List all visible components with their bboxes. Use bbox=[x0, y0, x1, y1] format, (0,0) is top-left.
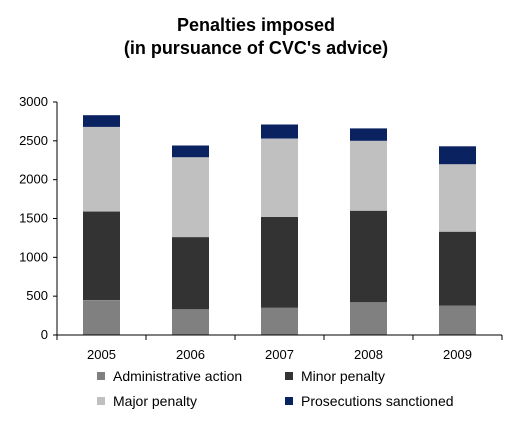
x-tick-label: 2008 bbox=[354, 347, 383, 362]
bar-2007-series-2 bbox=[261, 138, 298, 217]
bar-2006-series-1 bbox=[172, 237, 209, 310]
bar-2009-series-0 bbox=[439, 305, 476, 335]
bar-2009-series-3 bbox=[439, 146, 476, 165]
chart-title-line-1: Penalties imposed bbox=[176, 15, 336, 35]
x-tick-label: 2009 bbox=[443, 347, 472, 362]
y-tick-label: 1500 bbox=[19, 211, 48, 226]
bar-2009-series-1 bbox=[439, 231, 476, 306]
bar-2007-series-1 bbox=[261, 216, 298, 308]
y-tick-label: 2500 bbox=[19, 133, 48, 148]
x-tick-label: 2007 bbox=[265, 347, 294, 362]
y-tick-label: 1000 bbox=[19, 249, 48, 264]
y-tick-label: 0 bbox=[41, 327, 48, 342]
bar-2008-series-2 bbox=[350, 140, 387, 211]
bar-2006-series-0 bbox=[172, 309, 209, 335]
bar-2009-series-2 bbox=[439, 164, 476, 232]
bar-2006-series-2 bbox=[172, 157, 209, 238]
bar-2007-series-0 bbox=[261, 307, 298, 335]
y-ticks-group: 0 500 1000 1500 2000 2500 3000 bbox=[19, 94, 57, 342]
bars-group bbox=[83, 115, 476, 335]
bar-2008-series-3 bbox=[350, 128, 387, 141]
y-tick-label: 2000 bbox=[19, 172, 48, 187]
y-tick-label: 3000 bbox=[19, 94, 48, 109]
bar-2006-series-3 bbox=[172, 145, 209, 158]
chart-title-line-2: (in pursuance of CVC's advice) bbox=[123, 38, 389, 58]
y-tick-label: 500 bbox=[26, 288, 48, 303]
bar-2005-series-1 bbox=[83, 211, 120, 300]
bar-2005-series-0 bbox=[83, 300, 120, 335]
x-ticks-group: 2005 2006 2007 2008 2009 bbox=[56, 335, 503, 362]
bar-2008-series-0 bbox=[350, 302, 387, 335]
bar-2005-series-2 bbox=[83, 126, 120, 212]
x-tick-label: 2005 bbox=[87, 347, 116, 362]
bar-2008-series-1 bbox=[350, 210, 387, 303]
bar-2007-series-3 bbox=[261, 124, 298, 139]
chart-title: Penalties imposed (in pursuance of CVC's… bbox=[0, 14, 512, 60]
bar-2005-series-3 bbox=[83, 115, 120, 127]
x-tick-label: 2006 bbox=[176, 347, 205, 362]
